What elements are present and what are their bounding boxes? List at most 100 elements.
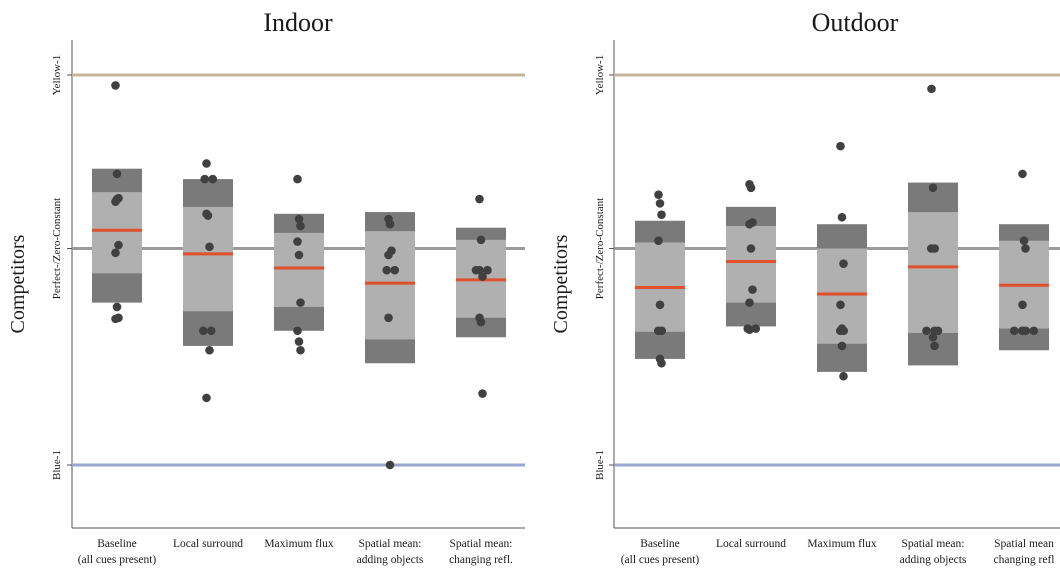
y-tick-label: Perfect-/Zero-Constant — [51, 198, 63, 299]
data-point — [933, 326, 943, 336]
data-point — [928, 183, 938, 193]
data-point — [111, 248, 120, 258]
data-point — [928, 332, 938, 342]
panel-title: Outdoor — [812, 8, 899, 37]
x-tick-label-line1: Baseline — [640, 538, 680, 550]
x-tick-label: Maximum flux — [264, 538, 334, 550]
data-point — [476, 317, 486, 327]
data-point — [745, 298, 754, 307]
data-point — [208, 174, 218, 184]
y-tick-label: Blue-1 — [594, 450, 606, 480]
data-point — [114, 240, 123, 250]
x-tick-label-line1: Spatial mean: — [359, 538, 422, 550]
data-point — [293, 237, 302, 246]
data-point — [294, 337, 304, 346]
x-tick-label-line1: Spatial mean — [994, 538, 1054, 550]
data-point — [745, 325, 754, 334]
y-tick-label: Perfect-/Zero-Constant — [594, 198, 606, 299]
x-tick-label-line2: (all cues present) — [78, 554, 157, 566]
data-point — [839, 371, 848, 381]
data-point — [1021, 244, 1030, 253]
data-point — [205, 242, 214, 252]
y-axis-label: Competitors — [7, 234, 29, 333]
data-point — [293, 174, 302, 184]
data-point — [384, 313, 393, 323]
data-point — [746, 183, 756, 193]
data-point — [382, 265, 392, 275]
x-tick-label: Maximum flux — [807, 538, 877, 550]
data-point — [655, 199, 665, 208]
data-point — [1018, 300, 1027, 310]
data-point — [927, 84, 936, 94]
data-point — [202, 393, 211, 403]
data-point — [111, 81, 120, 90]
x-tick-label-line1: Spatial mean: — [902, 538, 965, 550]
data-point — [390, 265, 400, 275]
data-point — [111, 314, 120, 324]
data-point — [654, 236, 663, 245]
data-point — [836, 300, 845, 310]
data-point — [384, 250, 393, 260]
data-point — [837, 212, 847, 222]
data-point — [657, 358, 666, 368]
data-point — [839, 259, 848, 268]
data-point — [930, 244, 940, 253]
data-point — [296, 221, 305, 231]
data-point — [205, 345, 214, 355]
data-point — [746, 244, 756, 253]
panel-title: Indoor — [263, 8, 333, 37]
data-point — [657, 210, 666, 219]
data-point — [294, 214, 304, 224]
data-point — [112, 169, 122, 179]
data-point — [837, 341, 847, 351]
y-tick-label: Yellow-1 — [51, 55, 63, 95]
x-tick-label-line2: changing refl. — [449, 554, 513, 566]
data-point — [478, 272, 487, 281]
x-tick-label-line1: Baseline — [97, 538, 137, 550]
data-point — [839, 326, 849, 336]
box-inner-range — [183, 206, 233, 312]
data-point — [748, 285, 757, 294]
data-point — [1018, 169, 1027, 179]
data-point — [112, 302, 122, 312]
data-point — [294, 250, 304, 260]
data-point — [206, 326, 216, 336]
data-point — [293, 326, 302, 336]
data-point — [475, 265, 484, 275]
data-point — [1021, 326, 1031, 336]
data-point — [296, 345, 305, 355]
x-tick-label-line2: adding objects — [900, 554, 967, 566]
data-point — [478, 389, 487, 398]
data-point — [1019, 236, 1029, 245]
data-point — [476, 235, 486, 245]
data-point — [483, 265, 492, 275]
data-point — [475, 194, 484, 204]
data-point — [296, 298, 305, 307]
box-inner-range — [908, 212, 958, 333]
data-point — [202, 159, 211, 168]
data-point — [930, 341, 939, 351]
data-point — [385, 219, 395, 229]
data-point — [836, 141, 845, 151]
data-point — [198, 326, 208, 336]
data-point — [745, 219, 754, 229]
x-tick-label-line2: adding objects — [357, 554, 424, 566]
data-point — [112, 194, 122, 204]
data-point — [1009, 326, 1019, 336]
x-tick-label-line1: Spatial mean: — [450, 538, 513, 550]
data-point — [657, 326, 667, 336]
y-tick-label: Yellow-1 — [594, 55, 606, 95]
data-point — [655, 300, 665, 310]
data-point — [200, 174, 210, 184]
x-tick-label-line2: (all cues present) — [621, 554, 700, 566]
x-tick-label: Local surround — [173, 538, 243, 550]
data-point — [654, 190, 663, 200]
data-point — [385, 460, 395, 470]
x-tick-label-line2: changing refl — [994, 554, 1055, 566]
data-point — [1029, 326, 1039, 336]
data-point — [922, 326, 931, 336]
y-tick-label: Blue-1 — [51, 450, 63, 480]
x-tick-label: Local surround — [716, 538, 786, 550]
